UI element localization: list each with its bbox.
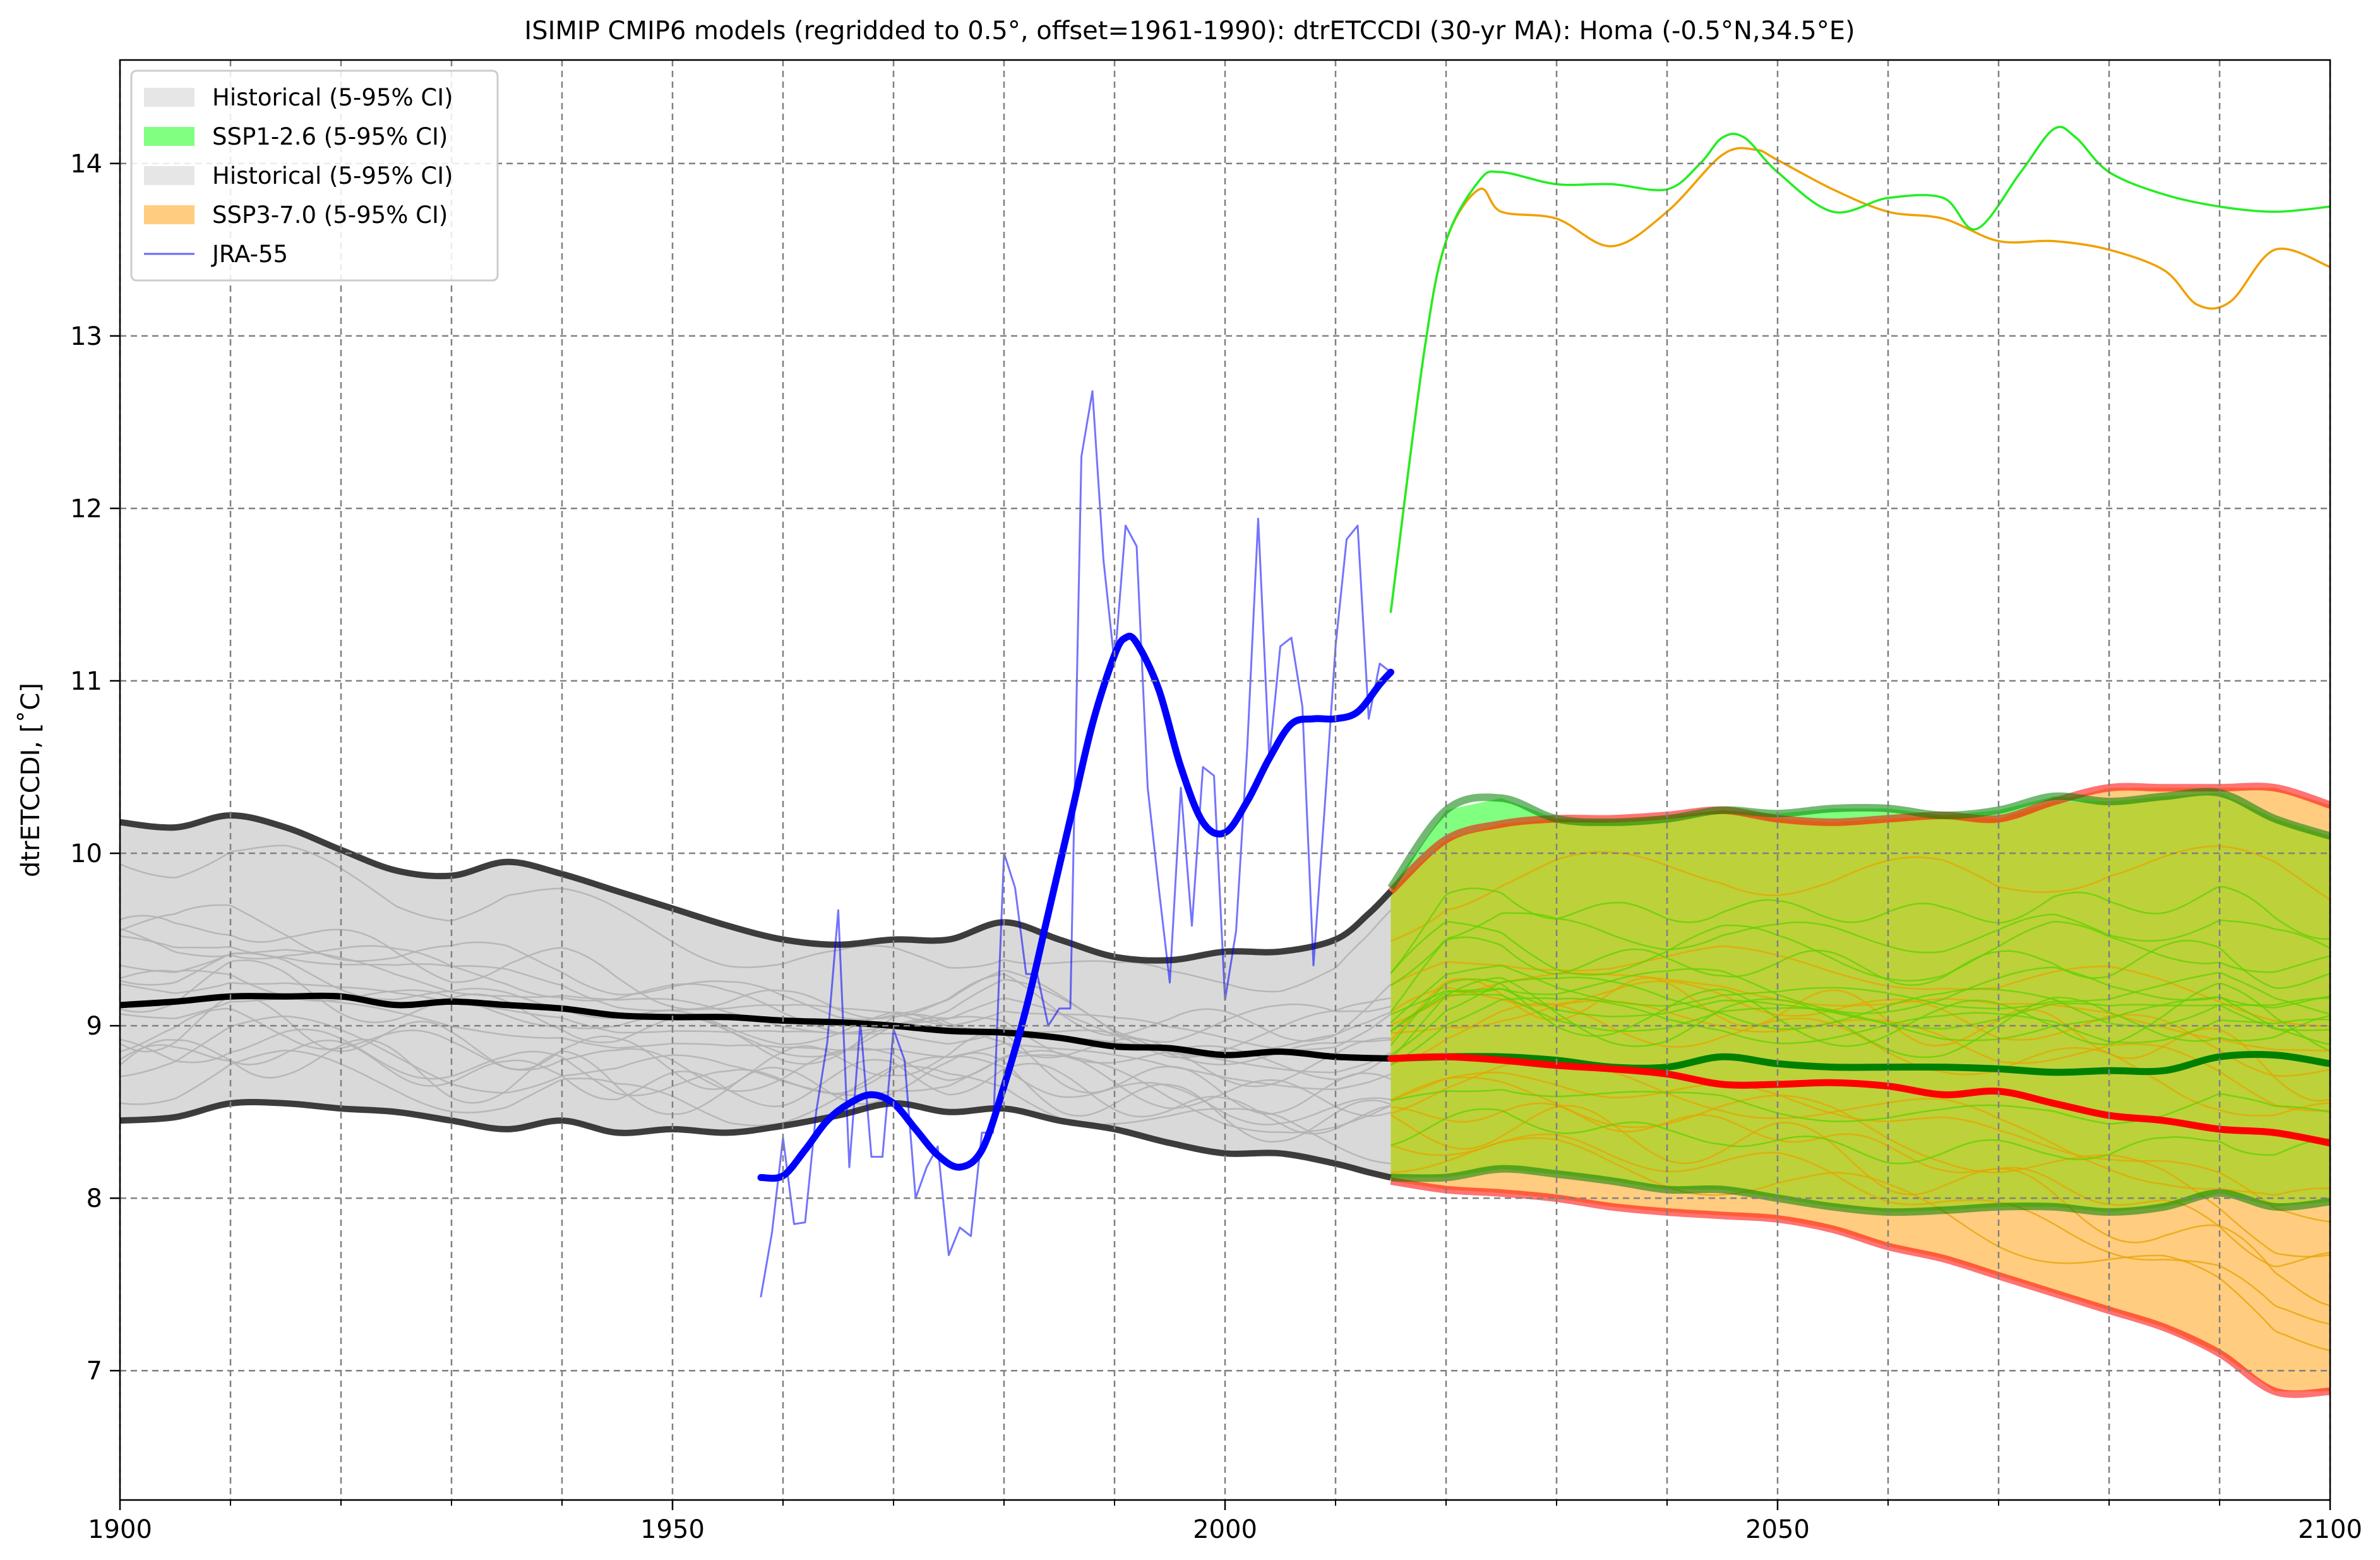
legend-label: Historical (5-95% CI) [212,162,453,189]
ssp126-upper-line [1387,788,2330,891]
ssp370-member-line [1390,1133,2330,1325]
ssp126-member-line [1390,976,2330,1056]
ssp126-member-line [1390,997,2330,1066]
legend-frame [130,69,499,282]
plot-content [120,126,2330,1398]
legend-label: SSP3-7.0 (5-95% CI) [212,201,448,229]
y-axis-label: dtrETCCDI, [˚C] [16,683,45,877]
series-jra-55 [760,390,1392,1298]
historical-member-line [120,904,1391,1043]
x-tick-label: 2000 [1193,1515,1257,1544]
ssp126-member-line [1390,976,2330,1060]
y-tick-label: 12 [70,495,102,524]
ssp126-member-line [1390,921,2330,982]
y-tick-label: 8 [87,1184,102,1213]
ssp370-member-line [1390,1000,2330,1112]
ssp370-member-line [1390,972,2330,1052]
y-tick-label: 13 [70,322,102,351]
legend-label: SSP1-2.6 (5-95% CI) [212,123,448,150]
ssp126-member-line [1390,936,2330,1012]
ssp370-member-line [1390,1002,2330,1117]
legend: Historical (5-95% CI) SSP1-2.6 (5-95% CI)… [130,69,499,282]
y-tick-label: 7 [87,1357,102,1386]
ssp126-member-line [1390,966,2330,1016]
ssp370-member-line [1390,1137,2330,1352]
historical-member-line [120,994,1391,1115]
legend-swatch [144,166,194,185]
series-jra-55-30-yr-ma [757,632,1394,1182]
chart-title: ISIMIP CMIP6 models (regridded to 0.5°, … [524,16,1855,45]
historical-member-line [120,928,1391,1059]
series-ssp3-7-0-median [1387,1053,2330,1147]
ssp126-member-line [1390,964,2330,1024]
historical-member-line [120,844,1392,993]
y-tick-label: 10 [70,839,102,868]
x-tick-label: 2100 [2298,1515,2362,1544]
band-overlap [1390,793,2330,1212]
historical-member-line [120,981,1392,1074]
historical-member-line [120,1028,1391,1125]
historical-member-line [120,1050,1391,1165]
legend-swatch [144,205,194,224]
x-tick-label: 1950 [640,1515,705,1544]
x-tick-label: 2050 [1745,1515,1810,1544]
historical-member-line [120,1040,1391,1135]
ssp126-member-line [1390,1089,2330,1125]
plot-area: 1900 1950 2000 2050 2100 7 8 9 10 11 12 13 14 [70,59,2362,1544]
ssp126-member-line [1390,978,2330,1052]
y-tick-label: 9 [87,1012,102,1041]
legend-swatch [144,127,194,146]
legend-label: JRA-55 [211,241,288,268]
series-ssp1-2-6-median [1387,1051,2330,1076]
legend-label: Historical (5-95% CI) [212,84,453,111]
ssp126-lower-line [1390,1165,2330,1216]
series-historical-median [120,992,1394,1062]
ssp370-member-line [1390,1071,2330,1223]
historical-lower-line [120,1098,1392,1181]
ssp126-member-line [1390,1108,2330,1165]
ssp370-member-line [1390,1076,2330,1257]
legend-swatch [144,88,194,107]
ssp126-member-line [1390,912,2330,987]
y-tick-label: 14 [70,150,102,179]
historical-member-line [120,915,1392,1042]
y-tick-label: 11 [70,667,102,696]
ssp370-member-line [1390,1105,2330,1307]
ssp126-member-line [1390,885,2330,974]
historical-member-line [120,935,1392,1051]
ssp370-member-line [1390,945,2330,1027]
ssp126-member-line [1390,993,2330,1046]
x-tick-label: 1900 [88,1515,152,1544]
